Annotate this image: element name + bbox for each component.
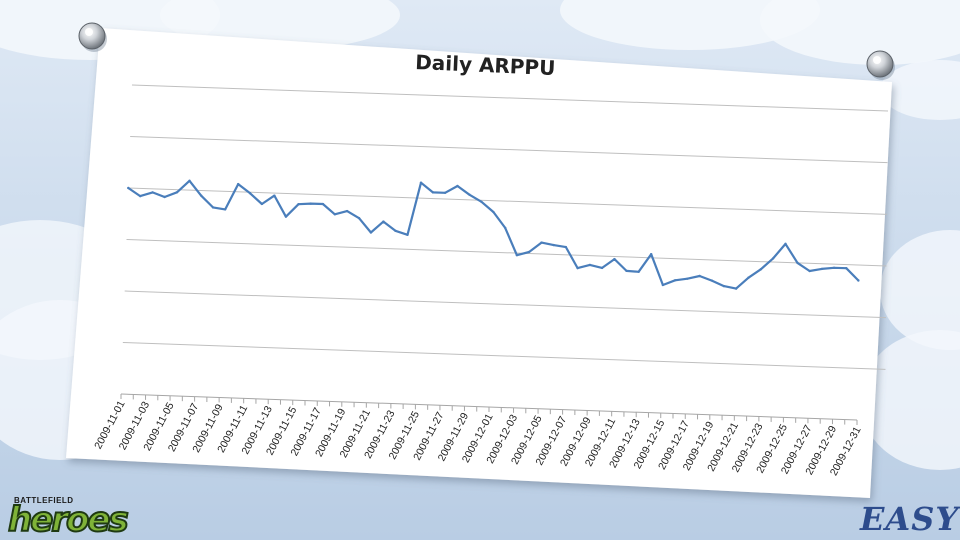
data-point [431, 191, 435, 194]
data-point [613, 257, 616, 261]
data-point [784, 242, 787, 246]
data-point [321, 202, 325, 206]
data-point [686, 277, 689, 280]
data-point [747, 276, 750, 279]
data-point [369, 231, 373, 234]
data-point [492, 210, 495, 214]
data-point [419, 181, 423, 184]
data-point [309, 202, 312, 205]
data-point [236, 182, 240, 186]
data-point [857, 279, 860, 282]
data-point [357, 216, 361, 220]
gridline [126, 239, 887, 267]
data-point [163, 195, 166, 199]
data-point [211, 206, 215, 209]
data-point [175, 191, 179, 194]
data-point [382, 220, 385, 223]
data-point [260, 202, 264, 206]
data-point [139, 194, 142, 198]
data-point [625, 269, 628, 273]
data-point [552, 243, 555, 247]
pushpin-icon [866, 50, 895, 80]
data-point [223, 208, 227, 211]
x-axis-ticks [120, 394, 858, 425]
chart-paper [66, 28, 892, 498]
series-points [127, 179, 860, 290]
data-point [796, 261, 799, 265]
data-point [333, 213, 337, 216]
data-point [637, 270, 640, 274]
data-point [394, 229, 397, 233]
data-point [273, 194, 276, 197]
data-point [771, 257, 775, 260]
data-point [540, 241, 543, 244]
data-point [576, 266, 579, 270]
data-point [698, 274, 701, 278]
data-point [468, 193, 471, 196]
battlefield-heroes-logo: BATTLEFIELD heroes [7, 496, 158, 540]
data-point [527, 250, 531, 254]
logo-small-text: BATTLEFIELD [14, 496, 74, 505]
gridline [131, 84, 889, 112]
data-point [564, 245, 568, 249]
logo-big-text: heroes [7, 499, 130, 540]
data-point [661, 283, 665, 287]
pushpin-icon [78, 22, 107, 52]
data-point [406, 233, 409, 237]
data-point [297, 203, 300, 206]
data-point [600, 266, 604, 270]
gridlines [122, 84, 889, 370]
data-point [673, 279, 677, 282]
data-point [480, 200, 483, 203]
data-point [345, 209, 349, 213]
data-point [188, 179, 191, 183]
gridline [122, 342, 886, 370]
data-point [722, 284, 726, 288]
data-point [151, 191, 154, 194]
data-point [456, 184, 459, 188]
data-point [588, 263, 592, 267]
data-point [515, 253, 519, 257]
data-point [710, 279, 713, 282]
data-point [443, 191, 447, 194]
easy-logo: EASY [860, 500, 960, 538]
data-point [200, 194, 203, 197]
gridline [128, 187, 888, 215]
data-point [504, 226, 507, 230]
data-point [832, 266, 836, 269]
data-point [734, 287, 738, 290]
data-point [820, 267, 824, 271]
gridline [124, 290, 887, 319]
data-point [127, 186, 130, 190]
data-point [759, 268, 762, 271]
gridline [130, 136, 888, 164]
data-point [845, 266, 848, 270]
data-point [808, 269, 811, 273]
data-point [284, 215, 288, 218]
data-point [649, 252, 653, 256]
data-point [248, 192, 252, 195]
